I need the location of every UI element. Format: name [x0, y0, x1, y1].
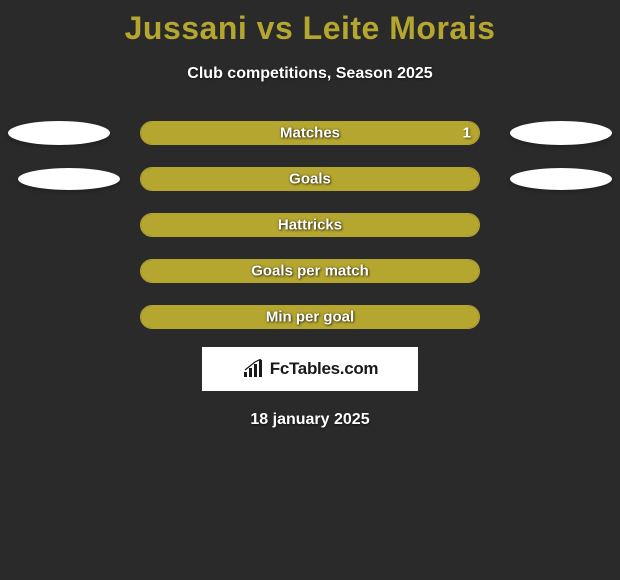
value-ellipse-left	[18, 168, 120, 190]
stat-label: Goals per match	[251, 263, 369, 280]
stat-label: Min per goal	[266, 309, 354, 326]
stat-row: Goals	[0, 167, 620, 191]
stat-row: Goals per match	[0, 259, 620, 283]
value-ellipse-left	[8, 121, 110, 145]
fctables-logo: FcTables.com	[202, 347, 418, 391]
stat-bar: Min per goal	[140, 305, 480, 329]
stat-bar: Goals per match	[140, 259, 480, 283]
stat-value-right: 1	[463, 125, 471, 142]
chart-icon	[242, 359, 266, 379]
stat-bar: Matches 1	[140, 121, 480, 145]
stat-label: Hattricks	[278, 217, 342, 234]
stat-row: Min per goal	[0, 305, 620, 329]
stat-bar: Goals	[140, 167, 480, 191]
stat-bar: Hattricks	[140, 213, 480, 237]
date-label: 18 january 2025	[0, 411, 620, 429]
value-ellipse-right	[510, 168, 612, 190]
stat-rows: Matches 1 Goals Hattricks Goals per match Min…	[0, 121, 620, 329]
value-ellipse-right	[510, 121, 612, 145]
stat-row: Hattricks	[0, 213, 620, 237]
stat-label: Goals	[289, 171, 331, 188]
stat-label: Matches	[280, 125, 340, 142]
page-title: Jussani vs Leite Morais	[0, 0, 620, 47]
subtitle: Club competitions, Season 2025	[0, 65, 620, 83]
logo-text: FcTables.com	[270, 359, 379, 379]
stat-row: Matches 1	[0, 121, 620, 145]
